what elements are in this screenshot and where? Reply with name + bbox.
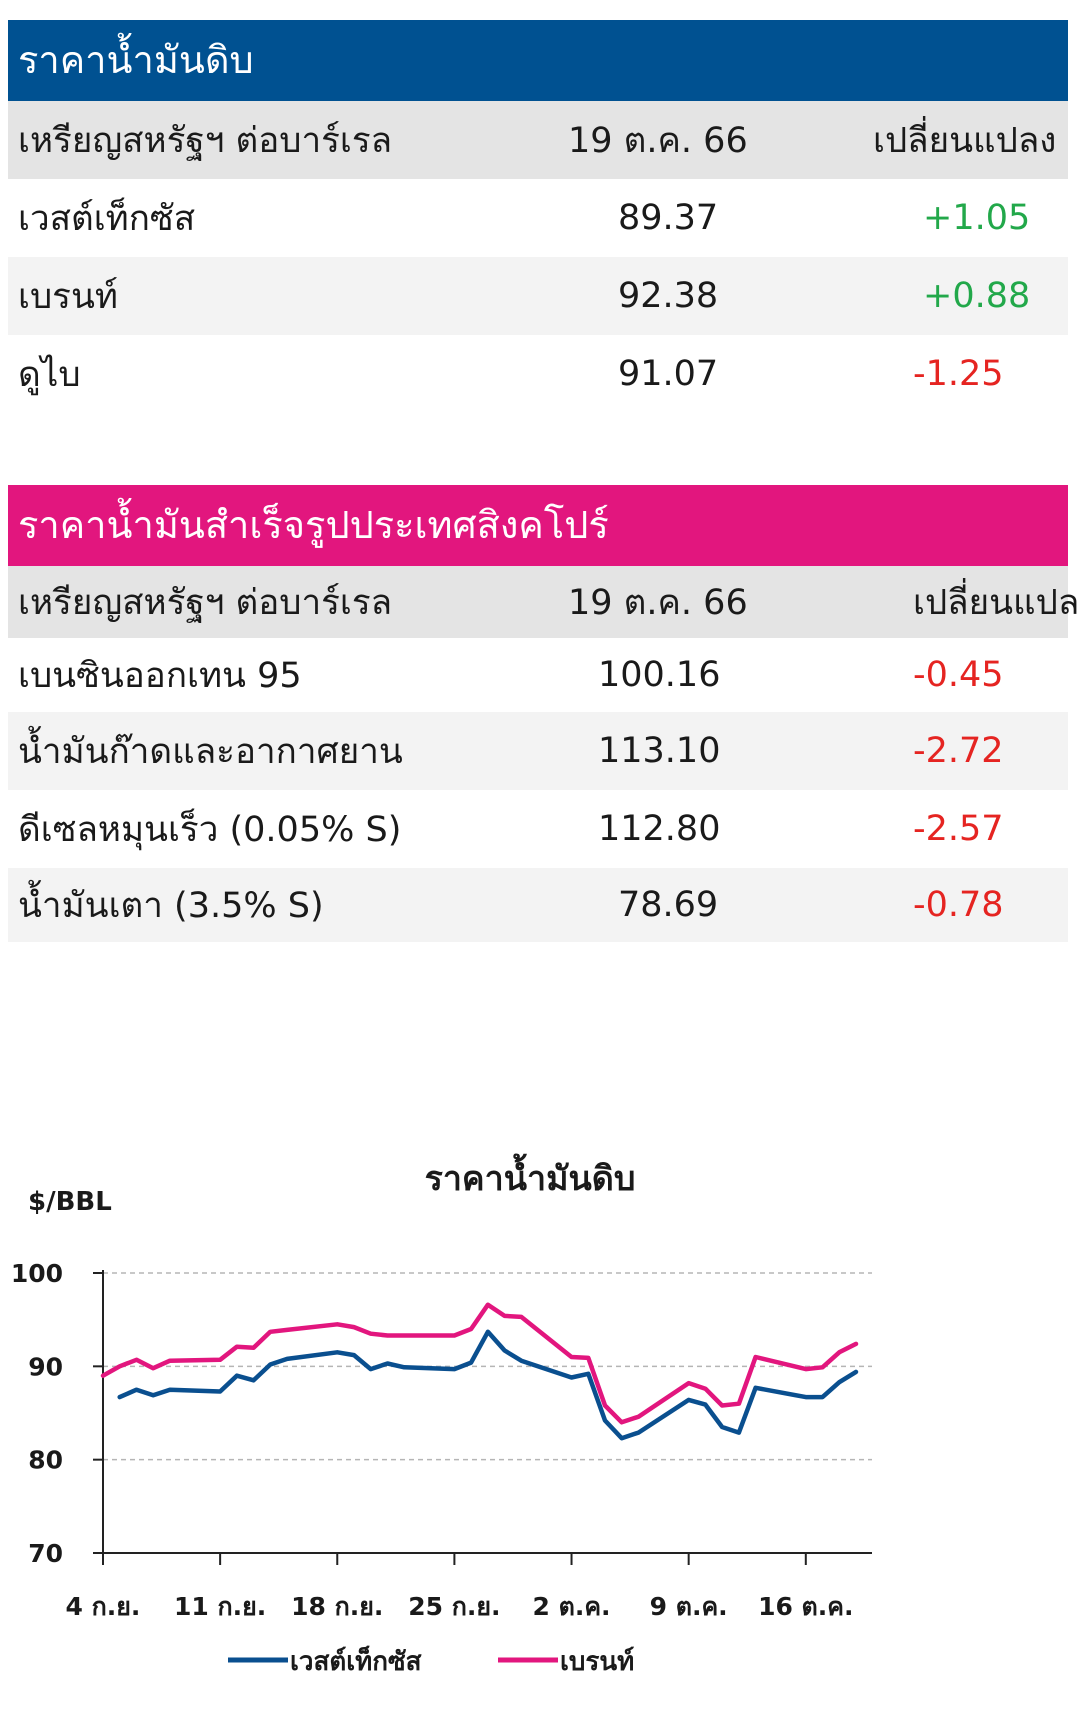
table-row: ดีเซลหมุนเร็ว (0.05% S) 112.80 -2.57 bbox=[8, 790, 1068, 868]
y-tick-label: 100 bbox=[11, 1259, 63, 1288]
row-change: +1.05 bbox=[923, 198, 1031, 238]
x-tick-label: 9 ต.ค. bbox=[650, 1592, 728, 1621]
row-change: -2.72 bbox=[913, 731, 1004, 771]
row-value: 91.07 bbox=[618, 354, 719, 394]
series-line-1 bbox=[100, 1302, 859, 1425]
y-tick-label: 70 bbox=[28, 1539, 63, 1568]
refined-table-header-row: เหรียญสหรัฐฯ ต่อบาร์เรล 19 ต.ค. 66 เปลี่… bbox=[8, 566, 1080, 638]
row-change: -0.78 bbox=[913, 885, 1004, 925]
row-name: น้ำมันเตา (3.5% S) bbox=[18, 885, 324, 926]
row-change: -1.25 bbox=[913, 354, 1004, 394]
col-header-unit: เหรียญสหรัฐฯ ต่อบาร์เรล bbox=[18, 120, 393, 161]
table-row: เบรนท์ 92.38 +0.88 bbox=[8, 257, 1068, 335]
crude-table-title: ราคาน้ำมันดิบ bbox=[8, 20, 1068, 101]
refined-table-title: ราคาน้ำมันสำเร็จรูปประเทศสิงคโปร์ bbox=[8, 485, 1068, 566]
crude-table: ราคาน้ำมันดิบ เหรียญสหรัฐฯ ต่อบาร์เรล 19… bbox=[8, 20, 1068, 413]
row-name: เบรนท์ bbox=[18, 276, 118, 317]
legend-label: เวสต์เท็กซัส bbox=[290, 1645, 422, 1677]
col-header-date: 19 ต.ค. 66 bbox=[568, 120, 748, 161]
y-tick-label: 80 bbox=[28, 1446, 63, 1475]
row-name: ดูไบ bbox=[18, 354, 81, 395]
table-row: เวสต์เท็กซัส 89.37 +1.05 bbox=[8, 179, 1068, 257]
row-name: น้ำมันก๊าดและอากาศยาน bbox=[18, 731, 403, 772]
crude-price-chart: ราคาน้ำมันดิบ $/BBL 70 80 90 100 4 ก.ย. 11 ก.… bbox=[0, 1150, 1080, 1710]
chart-svg: ราคาน้ำมันดิบ $/BBL 70 80 90 100 4 ก.ย. 11 ก.… bbox=[11, 1153, 872, 1677]
table-row: เบนซินออกเทน 95 100.16 -0.45 bbox=[8, 638, 1068, 712]
table-row: ดูไบ 91.07 -1.25 bbox=[8, 335, 1068, 413]
row-change: +0.88 bbox=[923, 276, 1031, 316]
row-change: -2.57 bbox=[913, 809, 1004, 849]
chart-y-axis-label: $/BBL bbox=[28, 1187, 112, 1217]
chart-title: ราคาน้ำมันดิบ bbox=[425, 1153, 636, 1199]
row-value: 100.16 bbox=[598, 655, 721, 695]
x-tick-label: 25 ก.ย. bbox=[408, 1592, 500, 1621]
col-header-change: เปลี่ยนแปลง bbox=[873, 120, 1057, 161]
row-change: -0.45 bbox=[913, 655, 1004, 695]
x-tick-label: 2 ต.ค. bbox=[533, 1592, 611, 1621]
row-name: เวสต์เท็กซัส bbox=[18, 198, 196, 239]
table-row: น้ำมันก๊าดและอากาศยาน 113.10 -2.72 bbox=[8, 712, 1068, 790]
x-tick-label: 4 ก.ย. bbox=[66, 1592, 141, 1621]
series-line-0 bbox=[117, 1329, 859, 1441]
row-name: ดีเซลหมุนเร็ว (0.05% S) bbox=[18, 809, 402, 850]
row-value: 112.80 bbox=[598, 809, 721, 849]
row-value: 92.38 bbox=[618, 276, 719, 316]
refined-table: ราคาน้ำมันสำเร็จรูปประเทศสิงคโปร์ เหรียญ… bbox=[8, 485, 1080, 942]
row-value: 113.10 bbox=[598, 731, 721, 771]
col-header-change: เปลี่ยนแปลง bbox=[913, 582, 1080, 623]
legend-label: เบรนท์ bbox=[560, 1646, 634, 1677]
table-row: น้ำมันเตา (3.5% S) 78.69 -0.78 bbox=[8, 868, 1068, 942]
crude-table-header-row: เหรียญสหรัฐฯ ต่อบาร์เรล 19 ต.ค. 66 เปลี่… bbox=[8, 101, 1068, 179]
row-name: เบนซินออกเทน 95 bbox=[18, 655, 302, 696]
col-header-unit: เหรียญสหรัฐฯ ต่อบาร์เรล bbox=[18, 582, 393, 623]
x-tick-label: 18 ก.ย. bbox=[291, 1592, 383, 1621]
col-header-date: 19 ต.ค. 66 bbox=[568, 582, 748, 623]
y-tick-label: 90 bbox=[28, 1352, 63, 1381]
row-value: 78.69 bbox=[618, 885, 719, 925]
x-tick-label: 11 ก.ย. bbox=[174, 1592, 266, 1621]
x-tick-label: 16 ต.ค. bbox=[758, 1592, 853, 1621]
row-value: 89.37 bbox=[618, 198, 719, 238]
